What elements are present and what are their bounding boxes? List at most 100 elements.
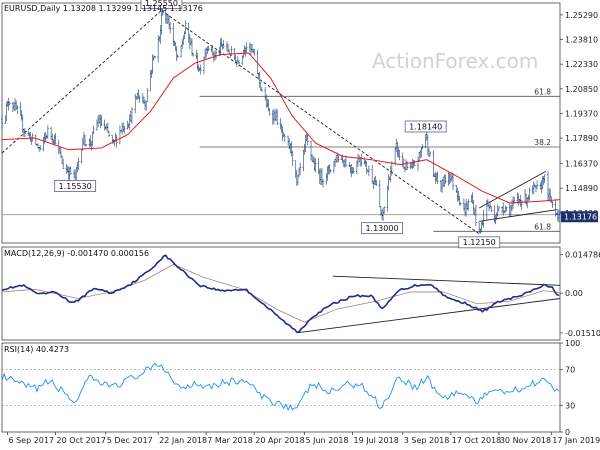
ohlc-bar <box>153 56 156 59</box>
ohlc-bar <box>260 87 263 92</box>
ohlc-bar <box>245 42 248 54</box>
rsi-tick-label: 30 <box>565 401 575 410</box>
ohlc-bar <box>46 125 49 139</box>
ohlc-bar <box>100 115 103 126</box>
macd-tick-label: 0.00 <box>565 289 583 298</box>
ohlc-bar <box>39 145 42 151</box>
ohlc-bar <box>344 155 347 167</box>
ohlc-bar <box>543 174 546 184</box>
ohlc-bar <box>69 166 72 176</box>
ohlc-bar <box>283 134 286 142</box>
macd-line <box>1 254 560 334</box>
ohlc-bar <box>92 125 95 135</box>
swing-label: 1.12150 <box>463 238 496 247</box>
ohlc-bars <box>1 8 561 234</box>
rsi-pane: 100 70 30 0 <box>1 339 580 437</box>
rsi-line <box>1 362 560 412</box>
price-tick-label: 1.25290 <box>565 11 598 20</box>
date-tick-label: 17 Jan 2019 <box>552 436 600 445</box>
price-tick-label: 1.19370 <box>565 110 598 119</box>
swing-label: 1.13000 <box>365 224 398 233</box>
ohlc-bar <box>130 107 133 124</box>
price-tick-label: 1.14890 <box>565 184 598 193</box>
ohlc-bar <box>306 134 309 146</box>
fib-level-label: 61.8 <box>534 87 551 96</box>
ohlc-bar <box>115 134 118 148</box>
swing-label: 1.15530 <box>59 182 92 191</box>
swing-label: 1.25550 <box>145 0 178 8</box>
ohlc-bar <box>268 108 271 116</box>
date-axis: 6 Sep 2017 20 Oct 2017 5 Dec 2017 22 Jan 20… <box>7 432 600 445</box>
ohlc-bar <box>528 187 531 201</box>
channel-trendline <box>479 209 557 222</box>
swing-label: 1.18140 <box>409 122 442 131</box>
price-tick-label: 1.16370 <box>565 160 598 169</box>
ohlc-bar <box>299 162 302 176</box>
swing-label-box <box>458 236 501 249</box>
ohlc-bar <box>1 114 3 130</box>
ohlc-bar <box>184 20 187 35</box>
watermark: ActionForex.com <box>372 49 538 73</box>
ohlc-bar <box>192 52 195 57</box>
ohlc-bar <box>429 151 432 157</box>
ohlc-bar <box>199 64 202 75</box>
date-tick-label: 5 Jun 2018 <box>305 436 348 445</box>
price-pane: 61.8 38.2 61.8 1.15530 1.25550 1.13000 1.18140… <box>1 0 598 249</box>
macd-trendline <box>297 298 561 334</box>
ohlc-bar <box>291 150 294 167</box>
ohlc-bar <box>207 45 210 51</box>
ohlc-bar <box>490 206 493 213</box>
date-tick-label: 3 Sep 2018 <box>404 436 450 445</box>
dashed-trendline <box>1 10 162 154</box>
ohlc-bar <box>482 209 485 228</box>
swing-label-box <box>361 222 403 235</box>
date-tick-label: 20 Oct 2017 <box>57 436 106 445</box>
ohlc-bar <box>176 54 179 59</box>
ohlc-bar <box>421 144 424 149</box>
ohlc-bar <box>222 40 225 49</box>
date-tick-label: 17 Oct 2018 <box>452 436 501 445</box>
price-pane-title: EURUSD,Daily 1.13208 1.13299 1.13145 1.1… <box>4 4 203 13</box>
date-tick-label: 20 Apr 2018 <box>255 436 304 445</box>
macd-pane-title: MACD(12,26,9) -0.001470 0.000156 <box>4 249 149 258</box>
ohlc-bar <box>16 105 19 115</box>
last-price-label: 1.13176 <box>564 213 597 222</box>
date-tick-label: 6 Sep 2017 <box>8 436 54 445</box>
ohlc-bar <box>406 161 409 171</box>
ohlc-bar <box>398 150 401 161</box>
ohlc-bar <box>375 179 378 186</box>
ohlc-bar <box>352 167 355 174</box>
ohlc-bar <box>322 178 325 188</box>
date-tick-label: 30 Nov 2018 <box>500 436 551 445</box>
rsi-tick-label: 0 <box>565 428 570 437</box>
ohlc-bar <box>161 8 164 16</box>
ohlc-bar <box>123 125 126 134</box>
price-tick-label: 1.22330 <box>565 60 598 69</box>
ohlc-bar <box>215 49 218 60</box>
date-tick-label: 5 Dec 2017 <box>107 436 153 445</box>
date-tick-label: 22 Jan 2018 <box>159 436 207 445</box>
rsi-pane-title: RSI(14) 40.4273 <box>4 345 69 354</box>
macd-pane: 0.014786 0.00 -0.015107 <box>1 250 600 338</box>
ohlc-bar <box>23 127 26 138</box>
date-tick-label: 7 Mar 2018 <box>207 436 253 445</box>
ohlc-bar <box>451 173 454 191</box>
ohlc-bar <box>329 169 332 173</box>
ohlc-bar <box>520 199 523 210</box>
ohlc-bar <box>367 165 370 177</box>
swing-label-box <box>404 120 447 133</box>
ohlc-bar <box>497 206 500 212</box>
ohlc-bar <box>383 206 386 214</box>
ohlc-bar <box>551 201 554 208</box>
ohlc-bar <box>337 155 340 163</box>
ohlc-bar <box>436 171 439 184</box>
ohlc-bar <box>459 202 462 206</box>
macd-signal-line <box>1 263 561 323</box>
ohlc-bar <box>77 157 80 170</box>
ohlc-bar <box>8 101 11 106</box>
rsi-tick-label: 100 <box>565 339 580 348</box>
ohlc-bar <box>505 206 508 212</box>
macd-tick-label: -0.015107 <box>565 329 600 338</box>
ohlc-bar <box>314 158 317 173</box>
